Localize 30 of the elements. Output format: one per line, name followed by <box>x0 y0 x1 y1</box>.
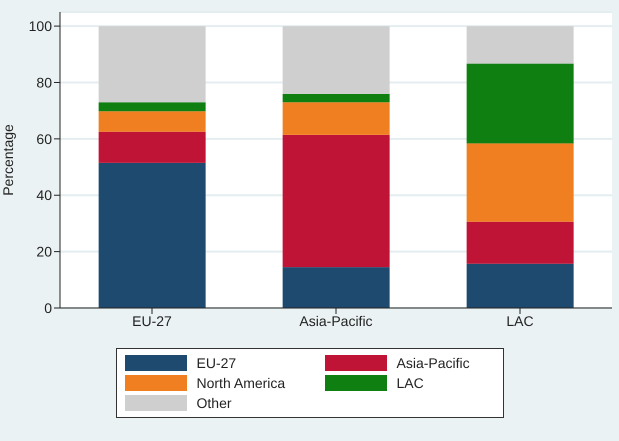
x-tick-label: LAC <box>506 312 534 329</box>
bar <box>466 143 574 222</box>
x-tick-label: EU-27 <box>132 312 172 329</box>
bar <box>466 264 574 308</box>
bar <box>466 26 574 64</box>
bar <box>466 64 574 144</box>
bar <box>98 132 206 163</box>
legend-label: LAC <box>396 375 424 391</box>
x-tick-label: Asia-Pacific <box>299 312 373 329</box>
y-axis-title: Percentage <box>0 124 16 196</box>
bar <box>98 102 206 112</box>
y-tick-label: 100 <box>28 18 52 34</box>
y-tick-label: 80 <box>36 74 52 90</box>
bar <box>282 102 390 135</box>
y-tick-label: 20 <box>36 244 52 260</box>
legend-label: EU-27 <box>196 355 236 371</box>
bar <box>98 111 206 132</box>
y-tick-label: 60 <box>36 130 52 147</box>
legend-label: North America <box>196 375 286 391</box>
bar <box>282 134 390 268</box>
legend-label: Other <box>196 395 232 411</box>
legend-label: Asia-Pacific <box>396 355 470 371</box>
y-tick-label: 40 <box>36 187 52 204</box>
bar <box>282 26 390 94</box>
bar <box>282 267 390 308</box>
bar <box>466 222 574 264</box>
bar <box>282 94 390 102</box>
y-tick-label: 0 <box>44 300 52 316</box>
bar <box>98 162 206 308</box>
bar <box>98 26 206 102</box>
